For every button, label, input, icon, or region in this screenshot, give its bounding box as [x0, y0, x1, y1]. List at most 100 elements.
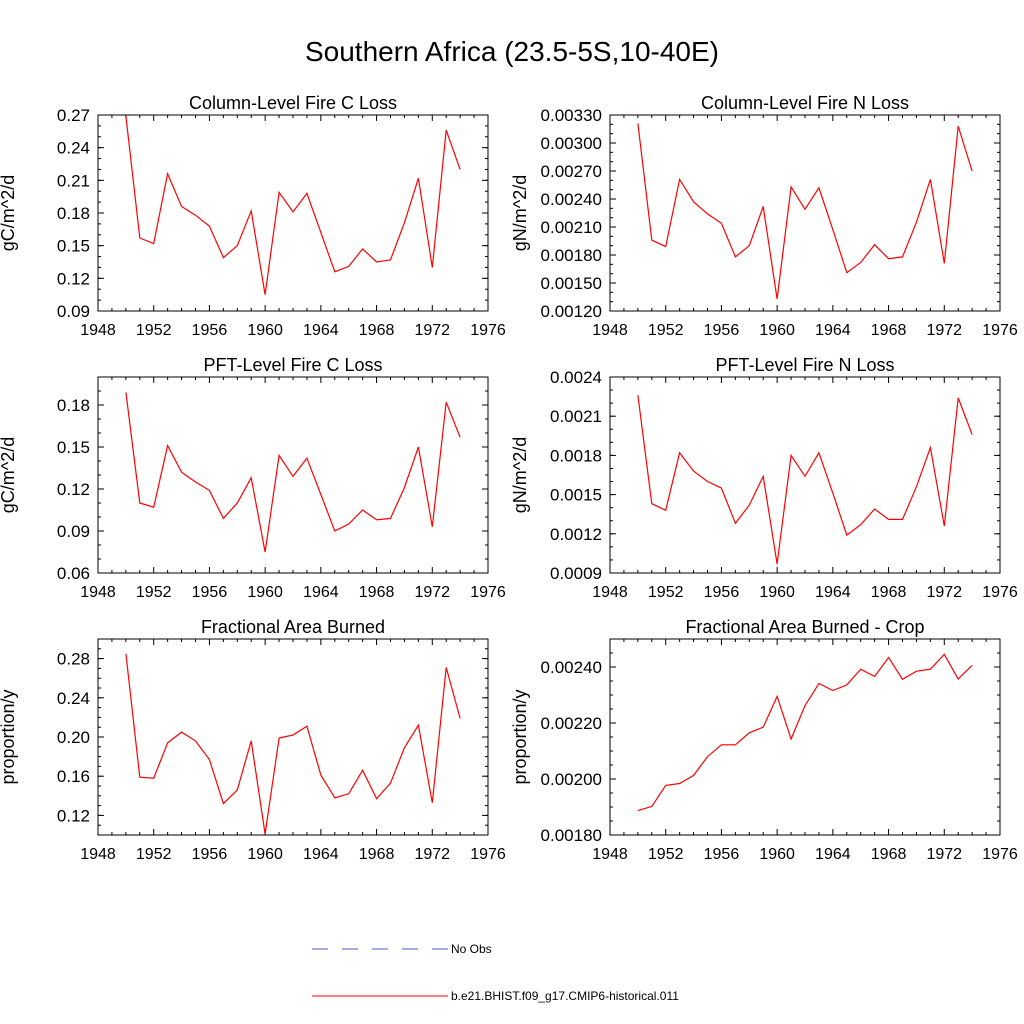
x-tick-label: 1956 [192, 322, 228, 339]
x-tick-label: 1968 [871, 584, 907, 601]
x-tick-label: 1964 [815, 322, 851, 339]
y-tick-label: 0.21 [57, 171, 90, 190]
series-line-1 [125, 653, 461, 835]
plot-frame [97, 114, 489, 312]
x-tick-label: 1960 [247, 322, 283, 339]
y-tick-label: 0.0024 [550, 368, 602, 387]
x-tick-label: 1956 [192, 584, 228, 601]
x-tick-label: 1968 [359, 322, 395, 339]
x-tick-label: 1948 [80, 846, 116, 863]
chart-panel-6: 1948 1952 1956 1960 1964 1968 1972 1976 0.00180 0… [510, 617, 1018, 863]
x-tick-label: 1948 [592, 584, 628, 601]
y-tick-label: 0.24 [57, 689, 90, 708]
x-tick-label: 1976 [470, 322, 506, 339]
x-tick-label: 1968 [359, 846, 395, 863]
y-axis-label: proportion/y [510, 689, 530, 784]
y-tick-label: 0.16 [57, 767, 90, 786]
y-tick-label: 0.18 [57, 396, 90, 415]
x-tick-label: 1972 [414, 846, 450, 863]
x-tick-label: 1964 [303, 846, 339, 863]
x-tick-label: 1960 [759, 322, 795, 339]
y-tick-label: 0.00180 [541, 826, 602, 845]
x-tick-label: 1972 [926, 322, 962, 339]
chart-panel-3: 1948 1952 1956 1960 1964 1968 1972 1976 0.06 0.09… [0, 355, 506, 601]
y-tick-label: 0.00220 [541, 714, 602, 733]
y-tick-label: 0.15 [57, 438, 90, 457]
x-tick-label: 1952 [648, 584, 684, 601]
y-tick-label: 0.12 [57, 269, 90, 288]
x-tick-label: 1972 [926, 584, 962, 601]
x-tick-label: 1952 [136, 846, 172, 863]
x-tick-label: 1952 [136, 322, 172, 339]
legend: No Obs b.e21.BHIST.f09_g17.CMIP6-historic… [312, 942, 679, 1003]
y-axis-label: gC/m^2/d [0, 437, 18, 513]
x-tick-label: 1964 [303, 322, 339, 339]
plot-frame [609, 638, 1001, 836]
chart-panel-1: 1948 1952 1956 1960 1964 1968 1972 1976 0.09 0.12… [0, 93, 506, 339]
panel-title: PFT-Level Fire N Loss [715, 355, 894, 375]
x-tick-label: 1952 [136, 584, 172, 601]
series-line-1 [637, 395, 973, 564]
series-line-1 [125, 392, 461, 553]
y-tick-label: 0.15 [57, 237, 90, 256]
x-tick-label: 1972 [414, 584, 450, 601]
x-tick-label: 1972 [926, 846, 962, 863]
y-tick-label: 0.00240 [541, 658, 602, 677]
panel-title: Column-Level Fire C Loss [189, 93, 397, 113]
x-tick-label: 1960 [759, 846, 795, 863]
y-tick-label: 0.09 [57, 522, 90, 541]
y-axis-label: proportion/y [0, 689, 18, 784]
y-tick-label: 0.00150 [541, 274, 602, 293]
x-tick-label: 1964 [303, 584, 339, 601]
y-tick-label: 0.00200 [541, 770, 602, 789]
plot-frame [609, 376, 1001, 574]
y-tick-label: 0.12 [57, 480, 90, 499]
x-tick-label: 1956 [704, 584, 740, 601]
y-axis-label: gN/m^2/d [510, 175, 530, 251]
x-tick-label: 1960 [247, 584, 283, 601]
legend-label-2: b.e21.BHIST.f09_g17.CMIP6-historical.011 [451, 989, 679, 1003]
y-tick-label: 0.0018 [550, 446, 602, 465]
y-tick-label: 0.12 [57, 806, 90, 825]
y-tick-label: 0.18 [57, 204, 90, 223]
x-tick-label: 1972 [414, 322, 450, 339]
y-tick-label: 0.00240 [541, 190, 602, 209]
y-tick-label: 0.06 [57, 564, 90, 583]
y-tick-label: 0.00120 [541, 302, 602, 321]
panel-title: PFT-Level Fire C Loss [203, 355, 382, 375]
y-tick-label: 0.00270 [541, 162, 602, 181]
x-tick-label: 1952 [648, 846, 684, 863]
figure-title: Southern Africa (23.5-5S,10-40E) [304, 36, 719, 67]
plot-frame [97, 638, 489, 836]
x-tick-label: 1968 [871, 846, 907, 863]
panel-title: Fractional Area Burned [201, 617, 385, 637]
y-tick-label: 0.00330 [541, 106, 602, 125]
x-tick-label: 1964 [815, 584, 851, 601]
panel-title: Column-Level Fire N Loss [701, 93, 909, 113]
y-tick-label: 0.0009 [550, 564, 602, 583]
x-tick-label: 1956 [704, 322, 740, 339]
x-tick-label: 1976 [982, 846, 1018, 863]
x-tick-label: 1960 [247, 846, 283, 863]
x-tick-label: 1948 [80, 584, 116, 601]
x-tick-label: 1956 [192, 846, 228, 863]
y-tick-label: 0.28 [57, 650, 90, 669]
chart-panel-5: 1948 1952 1956 1960 1964 1968 1972 1976 0.12 0.16… [0, 617, 506, 863]
y-tick-label: 0.0015 [550, 486, 602, 505]
x-tick-label: 1956 [704, 846, 740, 863]
legend-label-1: No Obs [451, 942, 492, 956]
plot-frame [97, 376, 489, 574]
y-tick-label: 0.09 [57, 302, 90, 321]
y-tick-label: 0.24 [57, 139, 90, 158]
series-line-1 [637, 123, 973, 299]
x-tick-label: 1952 [648, 322, 684, 339]
y-axis-label: gN/m^2/d [510, 437, 530, 513]
y-tick-label: 0.27 [57, 106, 90, 125]
plot-frame [609, 114, 1001, 312]
y-tick-label: 0.0012 [550, 525, 602, 544]
panel-title: Fractional Area Burned - Crop [685, 617, 924, 637]
x-tick-label: 1976 [982, 584, 1018, 601]
x-tick-label: 1964 [815, 846, 851, 863]
y-tick-label: 0.00210 [541, 218, 602, 237]
